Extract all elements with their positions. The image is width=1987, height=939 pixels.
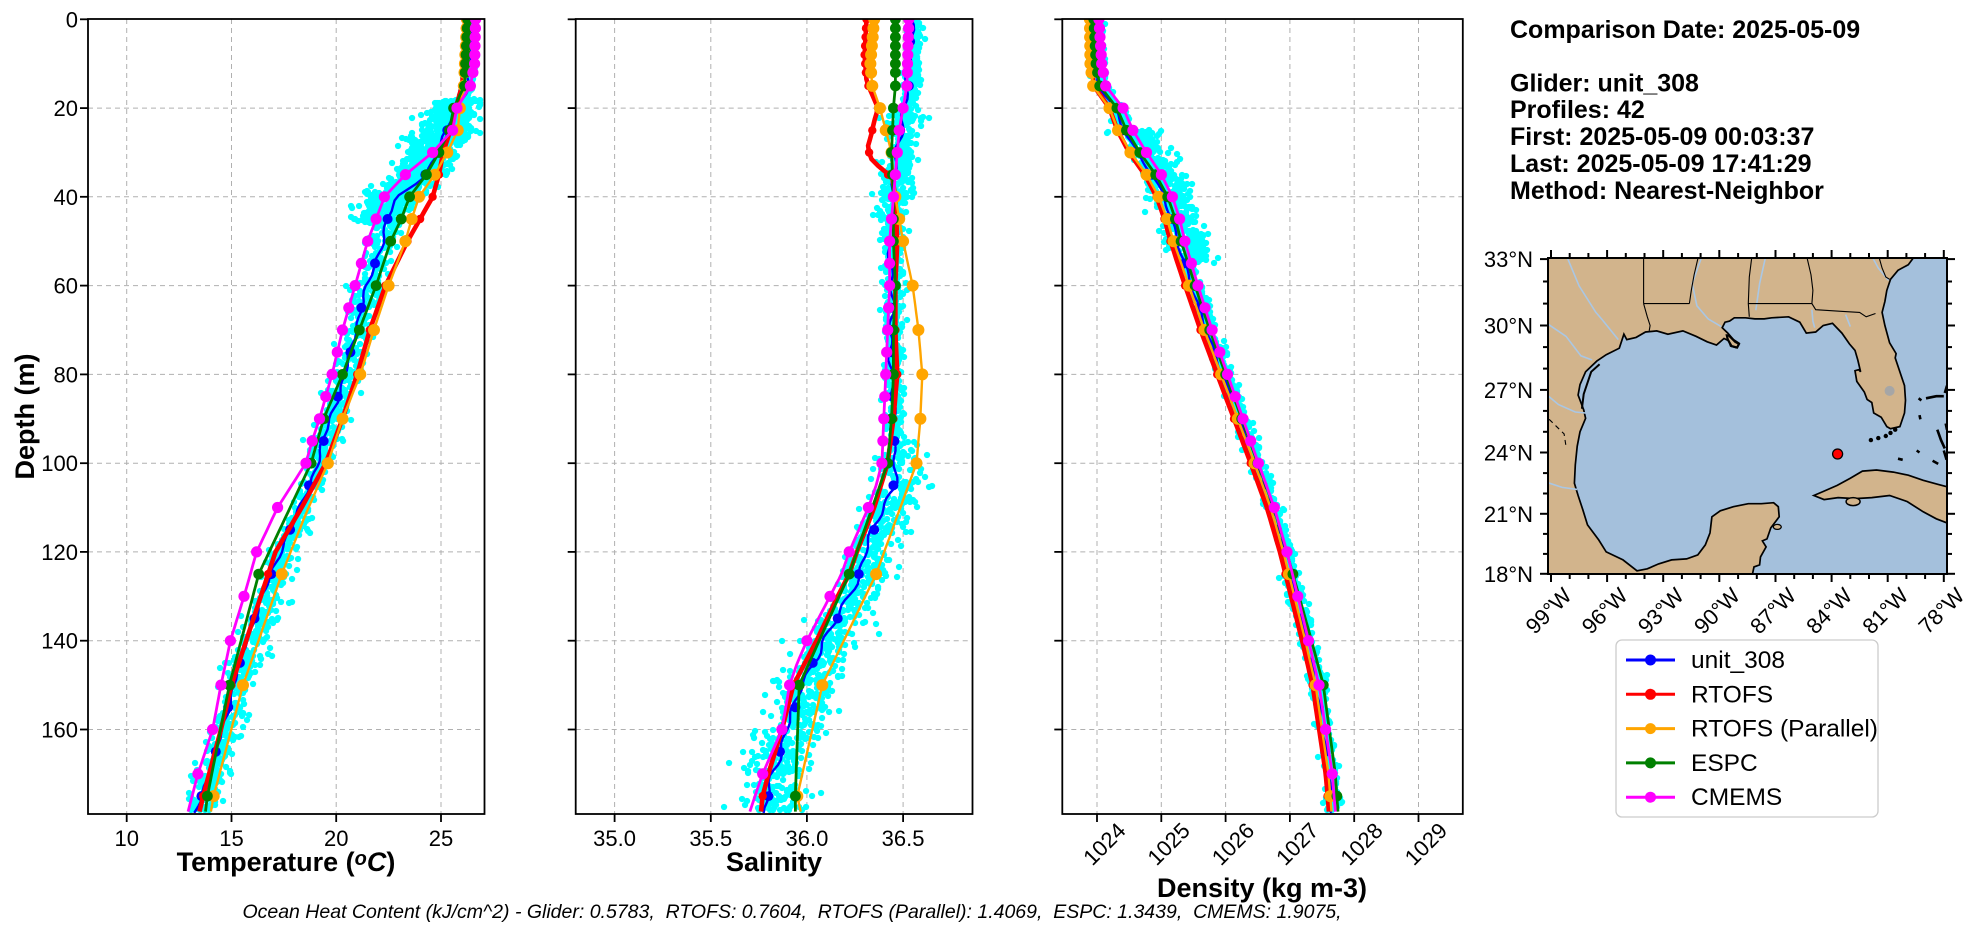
svg-text:40: 40: [54, 185, 78, 210]
svg-text:36.0: 36.0: [785, 826, 828, 851]
svg-text:35.0: 35.0: [593, 826, 636, 851]
svg-text:Glider: unit_308: Glider: unit_308: [1510, 69, 1699, 97]
svg-text:160: 160: [41, 718, 78, 743]
svg-text:First: 2025-05-09 00:03:37: First: 2025-05-09 00:03:37: [1510, 123, 1814, 151]
svg-text:20: 20: [324, 826, 348, 851]
svg-text:27°N: 27°N: [1484, 378, 1533, 403]
svg-text:80: 80: [54, 362, 78, 387]
svg-text:100: 100: [41, 451, 78, 476]
svg-text:Salinity: Salinity: [726, 847, 822, 877]
svg-text:30°N: 30°N: [1484, 314, 1533, 339]
svg-text:15: 15: [219, 826, 243, 851]
svg-text:21°N: 21°N: [1484, 502, 1533, 527]
svg-text:Density (kg m-3): Density (kg m-3): [1157, 873, 1367, 903]
svg-text:Profiles: 42: Profiles: 42: [1510, 96, 1645, 124]
svg-text:CMEMS: CMEMS: [1691, 784, 1782, 811]
svg-text:36.5: 36.5: [882, 826, 925, 851]
svg-text:33°N: 33°N: [1484, 247, 1533, 272]
svg-text:25: 25: [429, 826, 453, 851]
svg-text:Ocean Heat Content (kJ/cm^2) -: Ocean Heat Content (kJ/cm^2) - Glider: 0…: [242, 901, 1341, 923]
svg-text:Last: 2025-05-09 17:41:29: Last: 2025-05-09 17:41:29: [1510, 150, 1812, 178]
svg-text:0: 0: [66, 7, 78, 32]
svg-text:20: 20: [54, 96, 78, 121]
svg-text:140: 140: [41, 629, 78, 654]
svg-text:120: 120: [41, 540, 78, 565]
svg-text:18°N: 18°N: [1484, 562, 1533, 587]
svg-text:Depth (m): Depth (m): [10, 354, 40, 480]
svg-text:24°N: 24°N: [1484, 441, 1533, 466]
svg-text:60: 60: [54, 274, 78, 299]
svg-text:RTOFS (Parallel): RTOFS (Parallel): [1691, 716, 1878, 743]
svg-text:Method: Nearest-Neighbor: Method: Nearest-Neighbor: [1510, 177, 1824, 205]
svg-text:10: 10: [114, 826, 138, 851]
svg-text:35.5: 35.5: [689, 826, 732, 851]
svg-text:RTOFS: RTOFS: [1691, 681, 1773, 708]
svg-text:ESPC: ESPC: [1691, 750, 1758, 777]
svg-text:unit_308: unit_308: [1691, 647, 1785, 674]
svg-text:Comparison Date: 2025-05-09: Comparison Date: 2025-05-09: [1510, 16, 1860, 44]
